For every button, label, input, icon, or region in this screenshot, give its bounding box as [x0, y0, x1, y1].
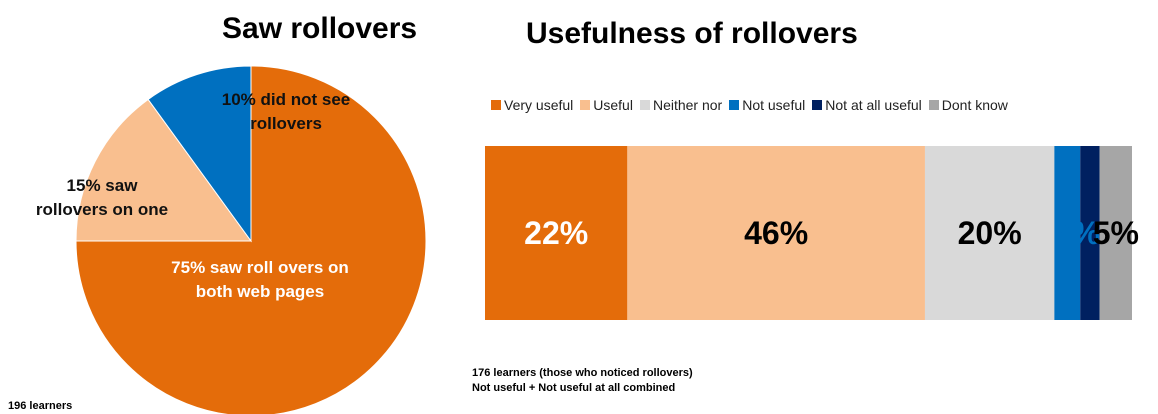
bar-segment-neither-nor: [924, 146, 1055, 320]
bar-segment-not-useful: [1054, 146, 1081, 320]
pie-label-saw-one-line2: rollovers on one: [35, 200, 169, 219]
pie-chart-title: Saw rollovers: [222, 12, 418, 45]
pie-label-saw-one: 15% saw rollovers on one: [12, 174, 192, 222]
pie-label-did-not-see: 10% did not see rollovers: [196, 88, 376, 136]
bar-segment-not-at-all-useful-label: 7%: [1054, 215, 1100, 251]
legend-label-neither-nor: Neither nor: [652, 97, 723, 113]
bar-note-line1: 176 learners (those who noticed rollover…: [472, 367, 693, 379]
legend-item-very-useful: Very useful: [491, 97, 573, 113]
pie-slice-did-not-see: [147, 65, 252, 243]
bar-segment-very-useful-label: 22%: [524, 215, 588, 251]
bar-segment-not-at-all-useful: [1080, 146, 1100, 320]
legend-item-useful: Useful: [580, 97, 633, 113]
legend-label-not-useful: Not useful: [742, 97, 806, 113]
pie-chart: [75, 65, 427, 414]
bar-legend: Very useful Useful Neither nor Not usefu…: [491, 96, 1015, 114]
bar-segment-dont-know: [1099, 146, 1132, 320]
bar-segment-useful: [627, 146, 925, 320]
legend-swatch-not-useful: [729, 100, 740, 110]
legend-item-dont-know: Dont know: [928, 97, 1008, 113]
legend-label-not-at-all-useful: Not at all useful: [825, 97, 922, 113]
legend-swatch-useful: [580, 100, 591, 110]
legend-label-useful: Useful: [593, 97, 633, 113]
bar-segment-useful-label: 46%: [744, 215, 808, 251]
pie-label-did-not-see-line1: 10% did not see: [221, 90, 351, 109]
legend-label-very-useful: Very useful: [504, 97, 574, 113]
bar-note-line2: Not useful + Not useful at all combined: [472, 382, 676, 394]
pie-label-saw-both-line1: 75% saw roll overs on: [171, 258, 349, 277]
legend-swatch-not-at-all-useful: [812, 100, 823, 110]
pie-label-did-not-see-line2: rollovers: [250, 114, 322, 133]
bar-chart-title: Usefulness of rollovers: [526, 17, 858, 50]
pie-label-saw-both-line2: both web pages: [195, 282, 325, 301]
pie-label-saw-one-line1: 15% saw: [66, 176, 138, 195]
legend-swatch-dont-know: [928, 100, 939, 110]
pie-label-saw-both: 75% saw roll overs on both web pages: [140, 256, 380, 304]
legend-item-not-useful: Not useful: [729, 97, 805, 113]
legend-swatch-very-useful: [491, 100, 501, 110]
pie-slice-saw-one: [75, 98, 252, 242]
bar-segment-very-useful: [485, 146, 628, 320]
legend-label-dont-know: Dont know: [941, 97, 1008, 113]
pie-sample-note: 196 learners: [8, 400, 73, 412]
legend-swatch-neither-nor: [639, 100, 650, 110]
bar-sample-notes: 176 learners (those who noticed rollover…: [472, 366, 693, 396]
legend-item-not-at-all-useful: Not at all useful: [812, 97, 922, 113]
bar-segment-neither-nor-label: 20%: [958, 215, 1022, 251]
stacked-bar-chart: 22% 46% 20% 7%5%: [485, 146, 1139, 320]
legend-item-neither-nor: Neither nor: [639, 97, 723, 113]
bar-segment-dont-know-label: 5%: [1093, 215, 1139, 251]
